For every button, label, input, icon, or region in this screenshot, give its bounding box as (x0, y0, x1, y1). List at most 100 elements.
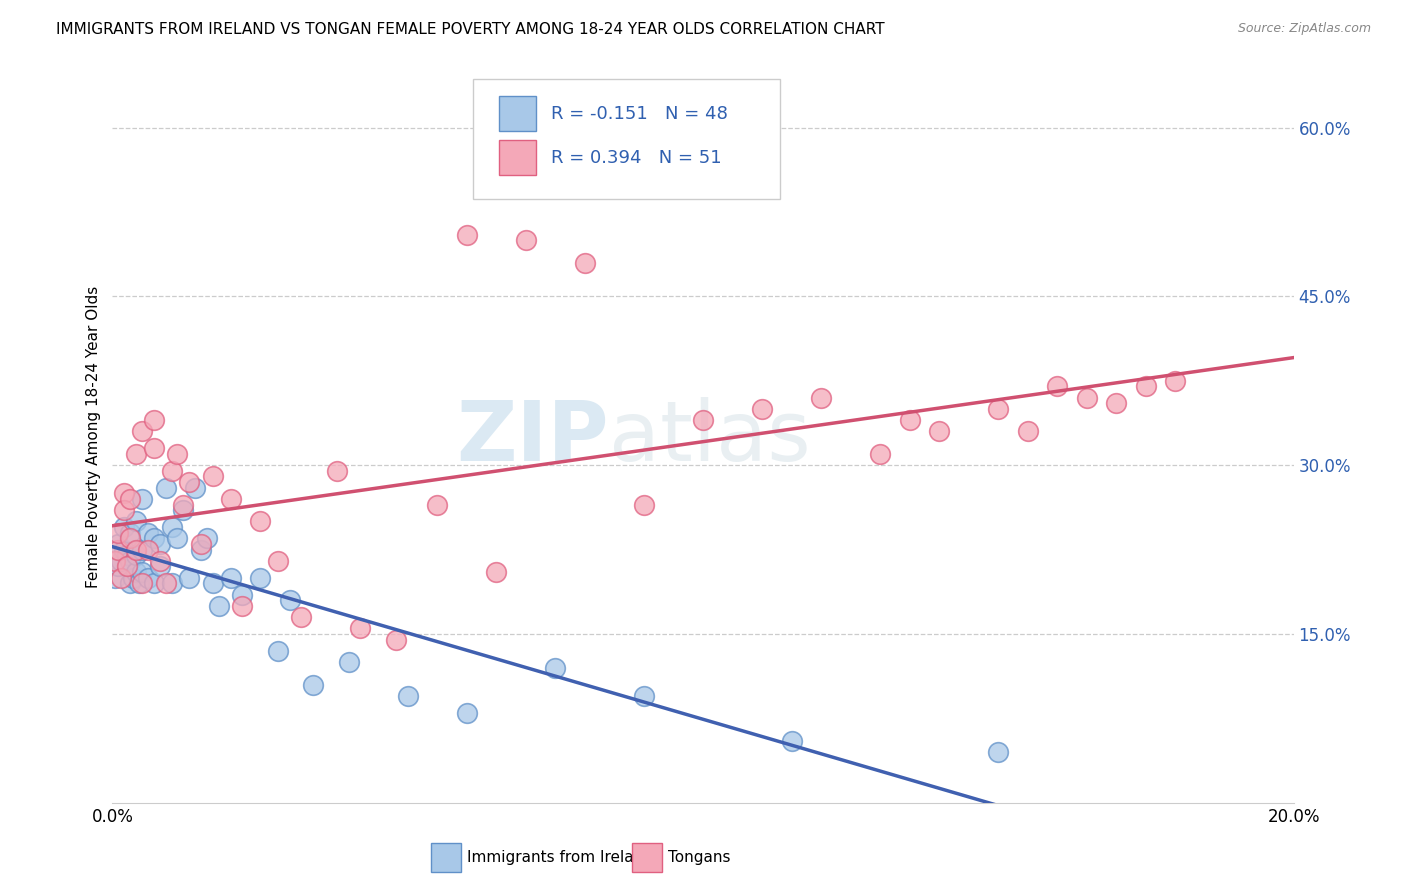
Point (928, 425, 950, 439)
Point (120, 491, 142, 506)
Point (456, 706, 478, 720)
Point (117, 559, 138, 574)
Point (190, 537, 212, 551)
Text: R = 0.394   N = 51: R = 0.394 N = 51 (551, 149, 721, 167)
Point (136, 542, 159, 557)
Y-axis label: Female Poverty Among 18-24 Year Olds: Female Poverty Among 18-24 Year Olds (86, 286, 101, 588)
Point (172, 498, 194, 512)
Point (195, 532, 218, 546)
Point (110, 571, 132, 585)
FancyBboxPatch shape (633, 843, 662, 872)
Point (136, 571, 159, 585)
Point (201, 576, 224, 591)
Point (131, 425, 153, 439)
Point (326, 464, 349, 478)
Point (485, 565, 508, 579)
Text: atlas: atlas (609, 397, 810, 477)
Point (692, 413, 714, 427)
Point (142, 532, 165, 546)
Point (166, 447, 188, 461)
Point (120, 554, 142, 568)
Point (810, 391, 832, 405)
Point (107, 542, 129, 557)
Point (112, 486, 135, 500)
Point (208, 599, 231, 613)
Point (149, 554, 172, 568)
Point (426, 498, 449, 512)
Point (633, 498, 655, 512)
Point (396, 689, 419, 703)
Point (544, 661, 567, 675)
Point (149, 559, 172, 574)
Point (751, 401, 773, 416)
Point (190, 542, 212, 557)
Point (219, 571, 242, 585)
Point (110, 554, 132, 568)
Point (172, 503, 194, 517)
Point (128, 576, 150, 591)
Point (1046, 379, 1069, 393)
Point (179, 475, 201, 489)
Point (131, 491, 153, 506)
Point (166, 532, 188, 546)
Point (149, 537, 172, 551)
Point (112, 503, 135, 517)
Point (987, 745, 1010, 759)
Text: Tongans: Tongans (668, 850, 730, 865)
Point (1164, 374, 1187, 388)
Point (112, 520, 135, 534)
Point (1135, 379, 1157, 393)
Text: IMMIGRANTS FROM IRELAND VS TONGAN FEMALE POVERTY AMONG 18-24 YEAR OLDS CORRELATI: IMMIGRANTS FROM IRELAND VS TONGAN FEMALE… (56, 22, 884, 37)
Point (1105, 396, 1128, 410)
Point (125, 542, 148, 557)
FancyBboxPatch shape (499, 96, 537, 131)
Point (179, 571, 201, 585)
Text: Source: ZipAtlas.com: Source: ZipAtlas.com (1237, 22, 1371, 36)
Point (249, 571, 271, 585)
Point (780, 734, 803, 748)
Point (337, 655, 360, 669)
Point (267, 554, 290, 568)
Point (231, 599, 253, 613)
Point (898, 413, 921, 427)
Point (120, 532, 142, 546)
Point (112, 542, 135, 557)
Point (201, 469, 224, 483)
FancyBboxPatch shape (499, 140, 537, 175)
Point (155, 481, 177, 495)
Point (160, 576, 183, 591)
Text: Immigrants from Ireland: Immigrants from Ireland (467, 850, 652, 865)
Point (125, 447, 148, 461)
Point (120, 576, 142, 591)
Point (131, 565, 153, 579)
Point (107, 525, 129, 540)
Point (142, 442, 165, 456)
Point (107, 559, 129, 574)
Point (136, 525, 159, 540)
FancyBboxPatch shape (472, 78, 780, 200)
Point (125, 548, 148, 562)
Point (278, 593, 301, 607)
Point (1076, 391, 1098, 405)
Point (125, 565, 148, 579)
FancyBboxPatch shape (432, 843, 461, 872)
Point (219, 491, 242, 506)
Point (869, 447, 891, 461)
Point (104, 571, 127, 585)
Point (633, 689, 655, 703)
Text: R = -0.151   N = 48: R = -0.151 N = 48 (551, 104, 727, 123)
Point (184, 481, 207, 495)
Point (142, 413, 165, 427)
Point (120, 525, 142, 540)
Point (125, 515, 148, 529)
Point (104, 554, 127, 568)
Point (456, 227, 478, 242)
Point (231, 588, 253, 602)
Point (1017, 425, 1039, 439)
Point (131, 542, 153, 557)
Point (160, 520, 183, 534)
Point (160, 464, 183, 478)
Point (987, 401, 1010, 416)
Point (290, 610, 312, 624)
Point (131, 576, 153, 591)
